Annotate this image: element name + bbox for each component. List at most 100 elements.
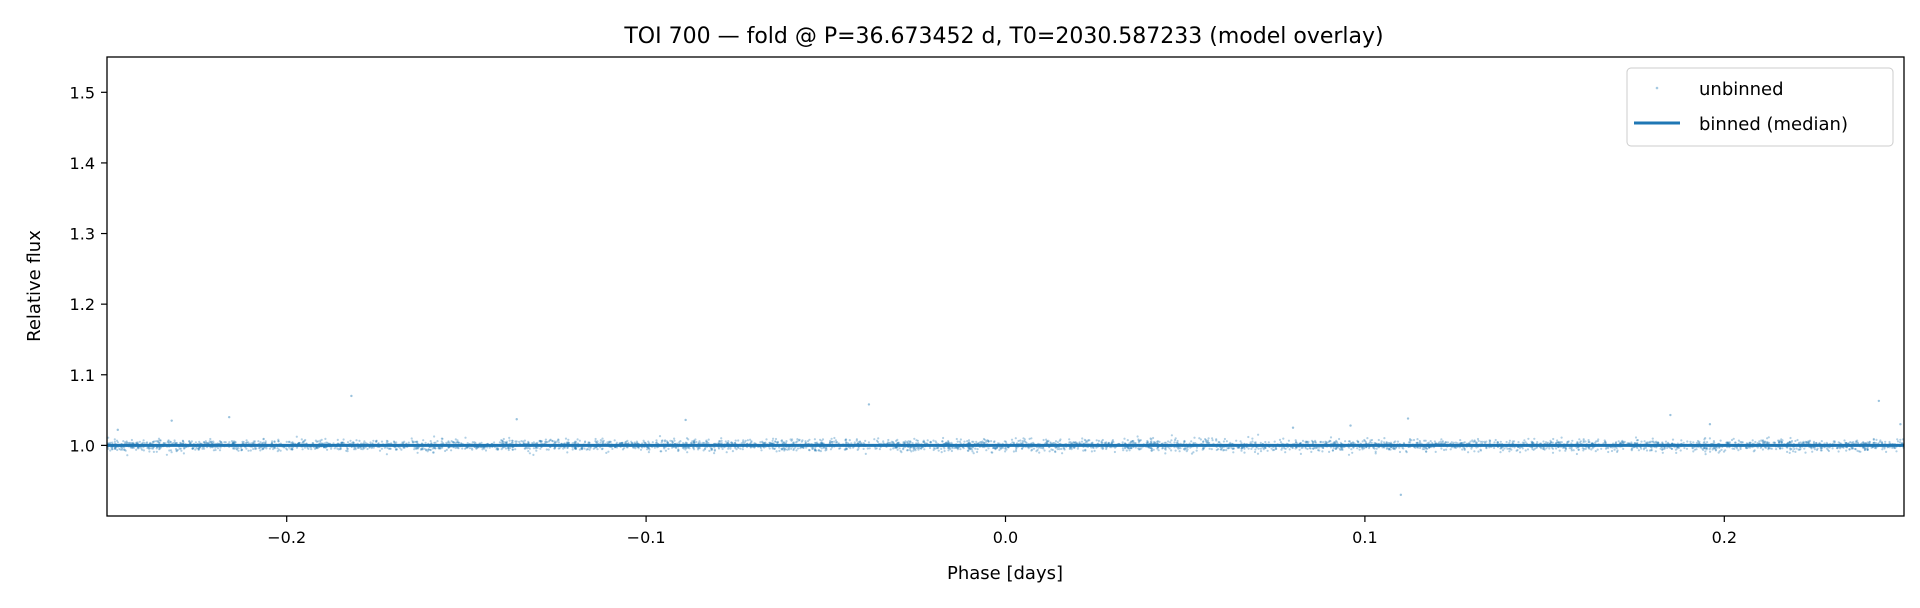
unbinned-point — [1649, 440, 1652, 443]
unbinned-point — [819, 450, 823, 453]
unbinned-point — [1125, 449, 1128, 452]
unbinned-point — [473, 441, 476, 444]
unbinned-point — [174, 447, 178, 451]
unbinned-point — [1862, 442, 1865, 445]
unbinned-point — [1146, 441, 1149, 445]
unbinned-point — [1770, 447, 1773, 450]
unbinned-point — [432, 451, 435, 454]
unbinned-point — [987, 447, 990, 450]
unbinned-point — [1243, 451, 1246, 454]
unbinned-point — [987, 440, 990, 443]
unbinned-point — [898, 447, 901, 450]
unbinned-point — [1100, 446, 1103, 449]
unbinned-point — [333, 447, 336, 450]
unbinned-point — [737, 446, 740, 449]
unbinned-point — [130, 446, 133, 449]
unbinned-point — [1192, 451, 1195, 454]
unbinned-point — [1225, 440, 1228, 443]
unbinned-point — [966, 449, 970, 452]
unbinned-point — [1370, 441, 1373, 444]
unbinned-point — [737, 439, 740, 442]
unbinned-point — [1856, 439, 1859, 442]
unbinned-point — [1347, 440, 1351, 443]
unbinned-point — [669, 439, 672, 442]
unbinned-point — [1205, 440, 1208, 443]
unbinned-point — [1406, 417, 1410, 420]
unbinned-point — [234, 441, 237, 444]
unbinned-point — [937, 446, 940, 449]
unbinned-point — [697, 448, 700, 451]
unbinned-point — [1620, 440, 1623, 444]
unbinned-point — [1485, 446, 1488, 449]
unbinned-point — [1807, 441, 1810, 444]
unbinned-point — [993, 441, 996, 444]
unbinned-point — [1385, 447, 1388, 450]
unbinned-point — [1542, 447, 1545, 450]
unbinned-point — [771, 439, 774, 442]
unbinned-point — [915, 439, 918, 442]
unbinned-point — [1301, 439, 1305, 442]
unbinned-point — [1308, 447, 1311, 450]
unbinned-point — [1703, 438, 1706, 441]
unbinned-point — [868, 447, 871, 450]
unbinned-point — [369, 441, 372, 444]
unbinned-point — [212, 442, 215, 445]
unbinned-point — [1322, 441, 1325, 444]
unbinned-point — [1646, 441, 1649, 444]
unbinned-point — [1552, 437, 1555, 441]
unbinned-point — [291, 448, 294, 451]
unbinned-point — [750, 441, 753, 444]
unbinned-point — [768, 441, 771, 444]
unbinned-point — [146, 446, 149, 450]
unbinned-point — [1195, 449, 1198, 452]
x-tick-label: 0.0 — [993, 528, 1018, 547]
unbinned-point — [1298, 448, 1301, 451]
unbinned-point — [1304, 440, 1307, 443]
unbinned-point — [1567, 440, 1570, 443]
unbinned-point — [111, 448, 114, 451]
unbinned-point — [1058, 448, 1061, 451]
unbinned-point — [346, 447, 349, 450]
unbinned-point — [1493, 446, 1496, 450]
unbinned-point — [203, 441, 206, 444]
plot-area — [106, 394, 1905, 497]
unbinned-point — [1459, 439, 1462, 442]
unbinned-point — [1423, 439, 1426, 442]
unbinned-point — [580, 446, 584, 450]
unbinned-point — [416, 451, 419, 454]
unbinned-point — [1866, 441, 1869, 444]
unbinned-point — [1630, 441, 1633, 444]
unbinned-point — [909, 440, 912, 443]
unbinned-point — [255, 447, 258, 450]
unbinned-point — [497, 448, 500, 451]
unbinned-point — [415, 447, 418, 450]
unbinned-point — [113, 446, 116, 450]
unbinned-point — [1103, 441, 1106, 444]
unbinned-point — [797, 439, 801, 442]
unbinned-point — [1582, 441, 1585, 444]
unbinned-point — [943, 449, 946, 453]
unbinned-point — [127, 441, 130, 445]
unbinned-point — [122, 448, 126, 451]
unbinned-point — [457, 441, 461, 444]
unbinned-point — [553, 447, 556, 450]
unbinned-point — [690, 441, 693, 444]
unbinned-point — [830, 446, 834, 449]
unbinned-point — [588, 441, 591, 445]
unbinned-point — [554, 441, 557, 444]
unbinned-point — [261, 442, 264, 445]
unbinned-point — [1739, 447, 1742, 451]
unbinned-point — [1634, 436, 1638, 439]
unbinned-point — [686, 451, 689, 454]
unbinned-point — [813, 438, 817, 441]
unbinned-point — [655, 441, 658, 444]
unbinned-point — [1850, 441, 1853, 444]
unbinned-point — [192, 446, 195, 450]
unbinned-point — [697, 446, 700, 450]
unbinned-point — [1479, 440, 1482, 443]
unbinned-point — [556, 440, 559, 443]
unbinned-point — [498, 441, 501, 444]
unbinned-point — [433, 435, 436, 438]
unbinned-point — [1202, 447, 1205, 450]
unbinned-point — [252, 447, 255, 451]
